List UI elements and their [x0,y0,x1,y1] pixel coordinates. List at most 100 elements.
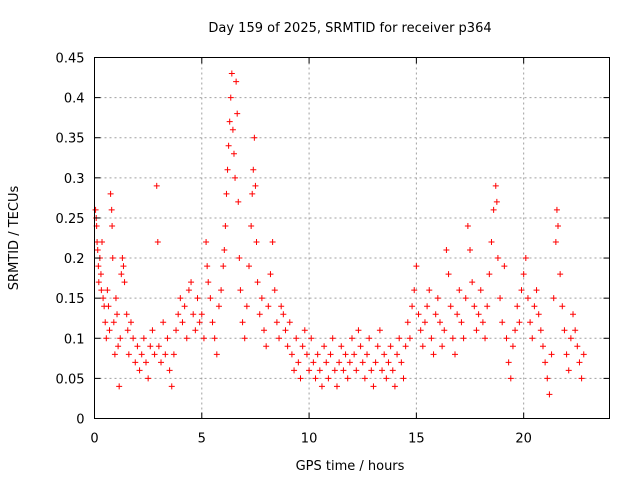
data-point [346,359,353,366]
data-point [181,303,188,310]
data-point [391,383,398,390]
data-point [117,335,124,342]
data-point [252,182,259,189]
data-point [173,327,180,334]
y-tick-label: 0.4 [64,92,85,107]
data-point [555,222,561,229]
data-point [175,311,182,318]
data-point [209,319,216,326]
data-point [372,359,379,366]
data-point [574,343,581,350]
data-point [484,303,491,310]
data-point [284,343,291,350]
data-point [185,287,192,294]
data-point [493,198,500,205]
data-point [479,319,486,326]
data-point [220,263,227,270]
data-point [104,287,111,294]
data-point [112,295,119,302]
data-point [253,239,260,246]
data-point [342,351,349,358]
data-point [118,271,125,278]
data-point [514,303,521,310]
data-point [349,335,355,342]
data-point [441,327,448,334]
data-point [374,343,381,350]
data-point [107,190,114,197]
data-point [475,311,482,318]
data-point [280,311,287,318]
data-point [509,343,516,350]
data-point [533,287,540,294]
data-point [306,367,313,374]
data-point [170,351,177,358]
data-point [278,303,285,310]
data-point [443,247,450,254]
data-point [370,383,377,390]
data-point [411,287,418,294]
data-point [226,118,233,125]
data-point [190,311,197,318]
data-point [162,351,169,358]
data-point [518,287,525,294]
data-point [154,239,161,246]
data-point [308,335,315,342]
data-point [109,255,116,262]
chart-title: Day 159 of 2025, SRMTID for receiver p36… [208,21,491,36]
x-tick-label: 15 [408,432,425,447]
y-axis-label: SRMTID / TECUs [7,186,22,291]
data-point [340,367,347,374]
data-point [452,351,458,358]
data-point [234,110,241,117]
data-point [295,359,302,366]
data-point [501,263,508,270]
data-point [570,311,577,318]
data-point [95,263,102,270]
data-point [563,351,570,358]
data-point [421,319,428,326]
data-point [462,295,469,302]
data-point [552,239,559,246]
data-point [516,319,523,326]
data-point [246,263,252,270]
data-point [379,367,386,374]
data-point [254,279,261,286]
data-point [351,351,358,358]
data-point [434,295,441,302]
data-point [211,335,218,342]
data-point [299,343,306,350]
data-point [376,327,383,334]
data-point [364,351,371,358]
data-point [385,359,392,366]
data-point [366,335,373,342]
data-point [102,319,109,326]
data-point [116,383,123,390]
data-point [553,206,560,213]
y-tick-label: 0.35 [56,132,85,147]
y-tick-label: 0.1 [64,332,85,347]
data-point [95,279,102,286]
y-tick-label: 0.05 [56,372,85,387]
data-point [121,279,128,286]
data-point [522,255,529,262]
data-point [494,255,501,262]
data-point [449,335,456,342]
data-point [223,190,230,197]
data-point [576,359,583,366]
data-point [428,335,435,342]
data-point [529,335,536,342]
data-point [140,335,147,342]
data-point [248,222,255,229]
data-point [572,327,579,334]
data-point [535,311,542,318]
data-point [338,343,345,350]
data-point [396,335,403,342]
data-point [235,198,242,205]
data-point [580,351,587,358]
data-point [229,126,236,133]
data-point [236,255,243,262]
data-point [273,319,280,326]
data-point [297,375,304,382]
data-point [134,343,141,350]
